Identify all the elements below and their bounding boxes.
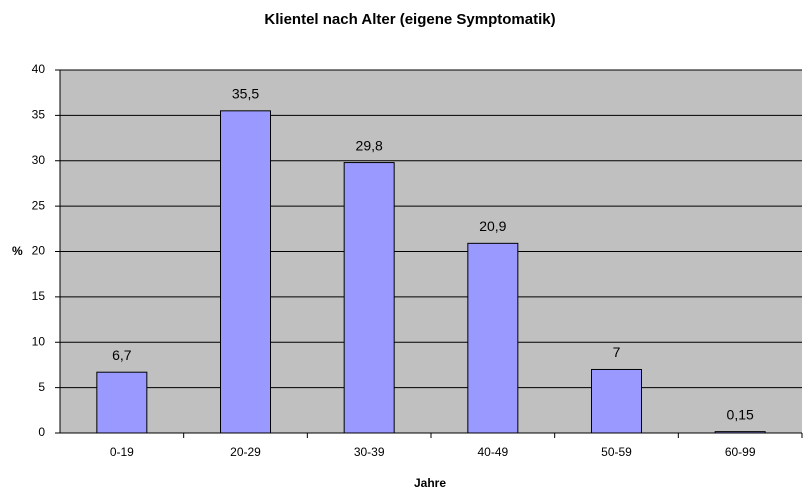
x-tick-label: 50-59 <box>601 445 632 459</box>
x-axis-title: Jahre <box>414 476 446 490</box>
y-tick-label: 5 <box>38 380 45 394</box>
data-label: 29,8 <box>356 137 383 153</box>
bar <box>343 162 395 434</box>
x-tick-label: 40-49 <box>477 445 508 459</box>
y-tick-label: 35 <box>32 108 46 122</box>
y-axis-title: % <box>12 244 23 258</box>
data-label: 20,9 <box>479 218 506 234</box>
y-tick-label: 0 <box>38 425 45 439</box>
y-tick-label: 30 <box>32 153 46 167</box>
x-tick-label: 0-19 <box>110 445 134 459</box>
y-tick-label: 10 <box>32 334 46 348</box>
bar <box>591 368 642 434</box>
data-label: 0,15 <box>727 406 754 422</box>
y-tick-label: 40 <box>32 62 46 76</box>
y-tick-label: 15 <box>32 289 46 303</box>
chart-title: Klientel nach Alter (eigene Symptomatik) <box>264 11 555 28</box>
bar <box>220 110 271 434</box>
x-tick-label: 60-99 <box>725 445 756 459</box>
bar <box>467 242 519 434</box>
data-label: 35,5 <box>232 86 259 102</box>
data-label: 7 <box>613 344 621 360</box>
y-tick-label: 20 <box>32 244 46 258</box>
y-tick-label: 25 <box>32 198 46 212</box>
data-label: 6,7 <box>112 347 132 363</box>
x-tick-label: 20-29 <box>230 445 261 459</box>
x-tick-label: 30-39 <box>354 445 385 459</box>
bar <box>96 371 148 434</box>
